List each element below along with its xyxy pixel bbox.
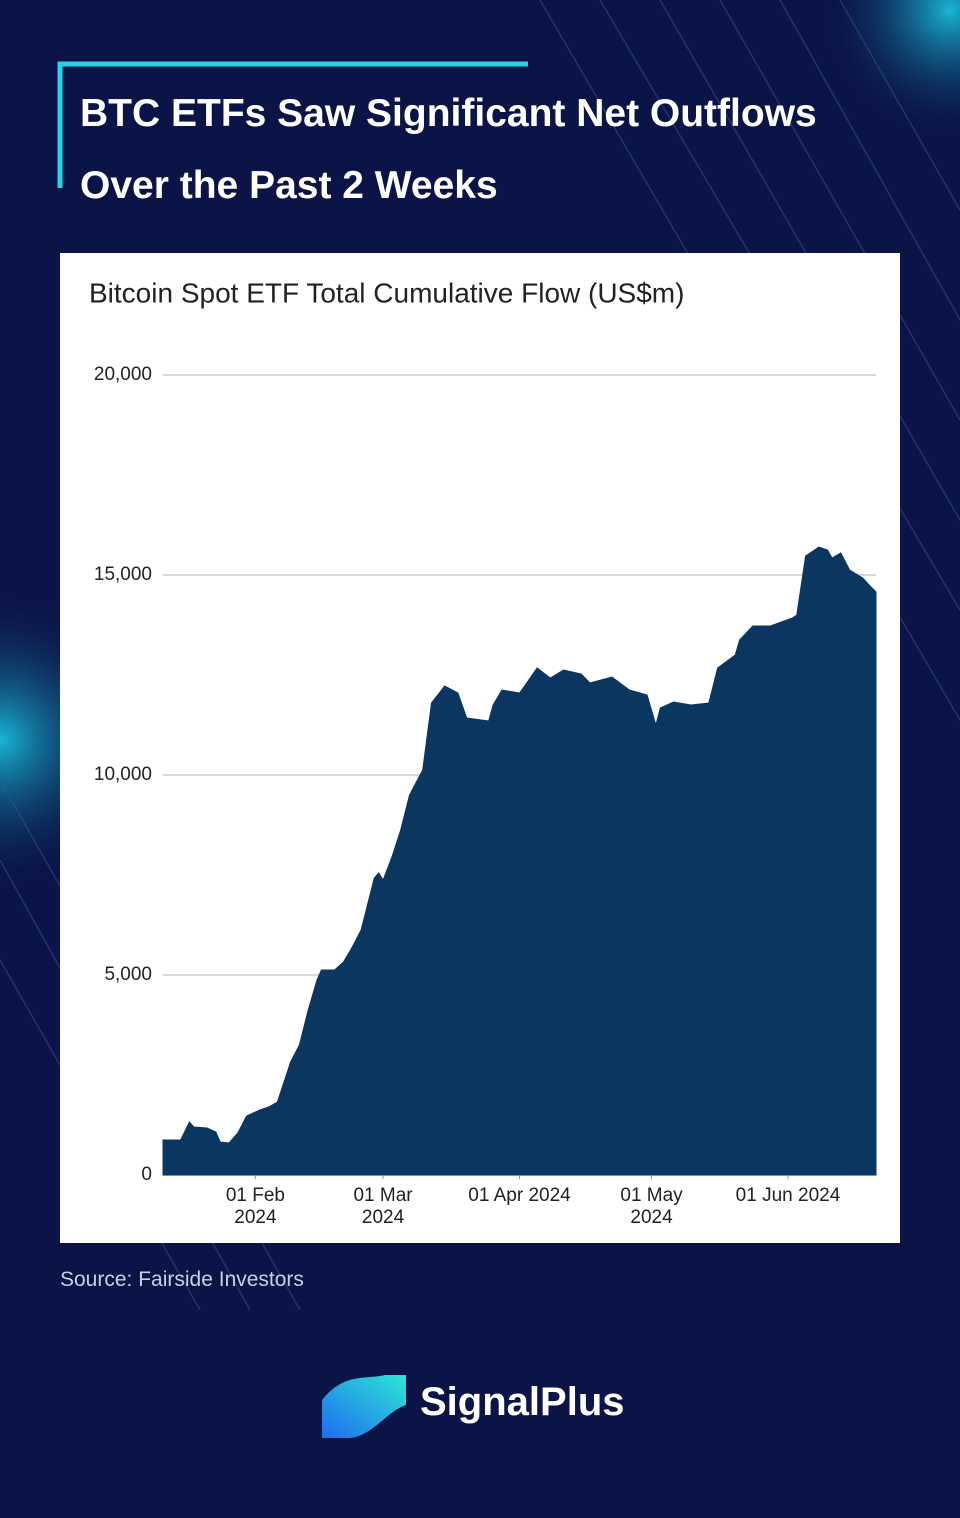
headline-line: Over the Past 2 Weeks	[80, 164, 498, 207]
x-tick-label: 01 Mar	[353, 1185, 413, 1206]
y-tick-label: 10,000	[94, 764, 152, 785]
x-tick-label: 01 May	[620, 1185, 683, 1206]
headline-line: BTC ETFs Saw Significant Net Outflows	[80, 92, 817, 135]
source: Source: Fairside Investors	[60, 1268, 304, 1291]
chart-title: Bitcoin Spot ETF Total Cumulative Flow (…	[89, 277, 684, 308]
x-tick-label: 2024	[630, 1207, 673, 1228]
x-tick-label: 2024	[234, 1207, 277, 1228]
headline: BTC ETFs Saw Significant Net Outflows Ov…	[80, 78, 817, 222]
x-tick-label: 01 Jun 2024	[736, 1185, 841, 1206]
y-tick-label: 15,000	[94, 564, 152, 585]
x-tick-label: 01 Apr 2024	[468, 1185, 571, 1206]
area	[162, 546, 877, 1176]
x-tick-label: 2024	[362, 1207, 405, 1228]
chart: Bitcoin Spot ETF Total Cumulative Flow (…	[89, 277, 877, 1228]
x-tick-label: 01 Feb	[226, 1185, 285, 1206]
y-tick-label: 5,000	[104, 964, 152, 985]
brand: SignalPlus	[420, 1380, 625, 1424]
y-tick-label: 20,000	[94, 364, 152, 385]
y-tick-label: 0	[141, 1164, 152, 1185]
